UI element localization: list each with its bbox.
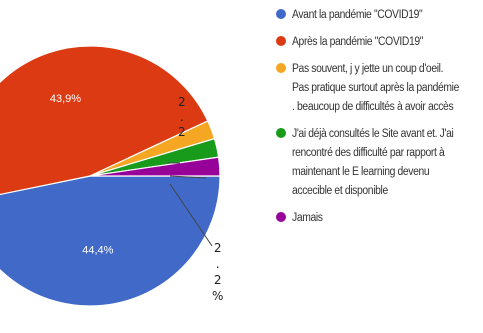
slice-data-label-1: 44,4% bbox=[82, 245, 113, 257]
callout-bottom-line-3: 2 bbox=[213, 273, 222, 287]
legend-item: Après la pandémie "COVID19" bbox=[276, 33, 480, 52]
callout-top-line-3: 2 bbox=[178, 125, 186, 139]
legend: Avant la pandémie "COVID19" Après la pand… bbox=[276, 6, 480, 236]
legend-label: Après la pandémie "COVID19" bbox=[292, 36, 424, 48]
legend-swatch bbox=[276, 63, 286, 73]
legend-label: Pas souvent, j y jette un coup d'oeil. P… bbox=[292, 63, 459, 113]
legend-item: J'ai déjà consultés le Site avant et. J'… bbox=[276, 125, 480, 201]
pie-slice-1 bbox=[0, 175, 221, 307]
legend-label: J'ai déjà consultés le Site avant et. J'… bbox=[292, 128, 454, 197]
leader-line-2 bbox=[169, 175, 207, 179]
leader-line-3 bbox=[169, 183, 213, 247]
legend-swatch bbox=[276, 128, 286, 138]
slice-data-label-2: 43,9% bbox=[50, 93, 81, 105]
legend-label: Jamais bbox=[292, 212, 323, 224]
legend-item: Jamais bbox=[276, 209, 480, 228]
callout-top-line-2: . bbox=[179, 110, 184, 124]
pie-slice-5 bbox=[89, 156, 221, 177]
callout-bottom: 2 . 2 % bbox=[212, 240, 223, 304]
callout-top-line-1: 2 bbox=[178, 95, 186, 109]
callout-bottom-line-4: % bbox=[212, 289, 224, 303]
callout-bottom-line-1: 2 bbox=[213, 241, 222, 255]
legend-swatch bbox=[276, 212, 286, 222]
callout-top: 2 . 2 bbox=[178, 95, 186, 140]
legend-item: Pas souvent, j y jette un coup d'oeil. P… bbox=[276, 60, 480, 117]
pie-chart: 44,4% 43,9% bbox=[0, 45, 221, 307]
callout-bottom-line-2: . bbox=[215, 257, 220, 271]
legend-swatch bbox=[276, 9, 286, 19]
pie-slice-2 bbox=[0, 45, 209, 196]
legend-item: Avant la pandémie "COVID19" bbox=[276, 6, 480, 25]
legend-label: Avant la pandémie "COVID19" bbox=[292, 9, 423, 21]
legend-swatch bbox=[276, 36, 286, 46]
